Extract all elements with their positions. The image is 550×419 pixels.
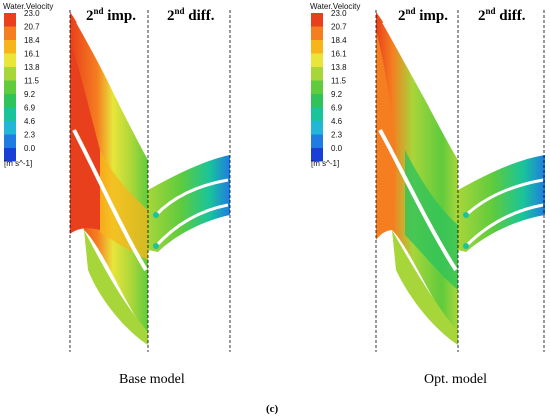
legend-swatch [311, 53, 323, 67]
legend-right: Water.Velocity 23.0 20.7 18.4 16.1 13.8 11.5 9… [310, 2, 360, 168]
diff-label: 2nd diff. [478, 6, 526, 24]
legend-title: Water.Velocity [310, 2, 360, 11]
legend-swatch [4, 148, 16, 162]
impeller-tail-base [84, 230, 148, 345]
high-velocity-region [70, 40, 100, 234]
panel-base-model: 2nd imp. 2nd diff. Base model [69, 6, 231, 387]
legend-tick-label: 4.6 [24, 117, 36, 126]
caption-opt-model: Opt. model [424, 372, 487, 387]
diffuser-passage-opt [458, 155, 545, 252]
legend-swatch [311, 26, 323, 40]
legend-tick-label: 23.0 [331, 9, 347, 18]
legend-tick-label: 9.2 [331, 90, 343, 99]
impeller-blade-lower [72, 129, 148, 272]
legend-swatch [311, 80, 323, 94]
legend-tick-label: 18.4 [331, 36, 347, 45]
legend-swatch [4, 107, 16, 121]
impeller-tail-opt [392, 230, 458, 345]
caption-base-model: Base model [119, 372, 185, 387]
diffuser-leading-edge [153, 212, 159, 218]
legend-tick-label: 11.5 [24, 77, 40, 86]
legend-tick-label: 20.7 [24, 23, 40, 32]
legend-tick-label: 2.3 [24, 131, 36, 140]
legend-swatch [4, 134, 16, 148]
high-velocity-strip [376, 30, 396, 240]
legend-tick-label: 23.0 [24, 9, 40, 18]
legend-swatch [4, 94, 16, 108]
legend-tick-label: 11.5 [331, 77, 347, 86]
imp-label: 2nd imp. [86, 6, 136, 24]
legend-tick-label: 0.0 [331, 144, 343, 153]
legend-swatch [311, 107, 323, 121]
diffuser-blade-lower [154, 203, 229, 248]
legend-tick-label: 9.2 [24, 90, 36, 99]
medium-velocity-region [100, 150, 148, 260]
diff-label: 2nd diff. [167, 6, 215, 24]
diffuser-passage-base [148, 155, 230, 252]
legend-swatch [4, 26, 16, 40]
legend-unit: [m s^-1] [311, 159, 339, 168]
panel-opt-model: 2nd imp. 2nd diff. Opt. model [375, 6, 545, 387]
legend-left: Water.Velocity 23.0 20.7 18.4 16.1 13.8 11.5 9… [3, 2, 53, 168]
legend-swatch [4, 13, 16, 27]
legend-swatch [311, 94, 323, 108]
legend-swatch [311, 148, 323, 162]
diffuser-leading-edge [153, 243, 159, 249]
diffuser-leading-edge [463, 243, 469, 249]
impeller-blade-lower [378, 129, 458, 272]
legend-unit: [m s^-1] [4, 159, 32, 168]
legend-tick-label: 20.7 [331, 23, 347, 32]
legend-swatch [4, 40, 16, 54]
legend-tick-label: 2.3 [331, 131, 343, 140]
diffuser-blade-upper [464, 178, 544, 217]
impeller-blade-upper [76, 20, 148, 151]
legend-swatch [4, 80, 16, 94]
legend-swatch [311, 40, 323, 54]
legend-tick-label: 0.0 [24, 144, 36, 153]
imp-label: 2nd imp. [398, 6, 448, 24]
legend-tick-label: 16.1 [24, 50, 40, 59]
figure-label: (c) [266, 403, 279, 415]
legend-swatch [311, 13, 323, 27]
diffuser-blade-upper [154, 178, 229, 217]
legend-swatch [4, 121, 16, 135]
impeller-blade-upper [382, 20, 458, 152]
diffuser-leading-edge [463, 212, 469, 218]
legend-swatch [311, 121, 323, 135]
legend-swatch [4, 53, 16, 67]
legend-tick-label: 16.1 [331, 50, 347, 59]
legend-title: Water.Velocity [3, 2, 53, 11]
legend-swatch [311, 134, 323, 148]
legend-swatch [4, 67, 16, 81]
diffuser-blade-lower [464, 203, 544, 248]
legend-tick-label: 6.9 [24, 104, 36, 113]
legend-swatch [311, 67, 323, 81]
legend-tick-label: 18.4 [24, 36, 40, 45]
legend-tick-label: 6.9 [331, 104, 343, 113]
legend-tick-label: 4.6 [331, 117, 343, 126]
legend-tick-label: 13.8 [24, 63, 40, 72]
legend-tick-label: 13.8 [331, 63, 347, 72]
